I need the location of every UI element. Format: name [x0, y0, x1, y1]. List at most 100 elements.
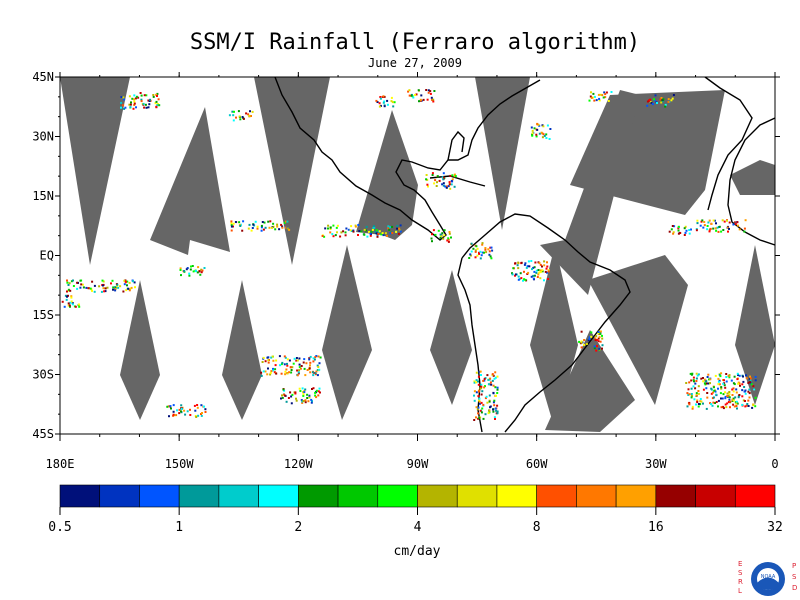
rain-pixel — [426, 98, 429, 101]
rain-pixel — [474, 250, 477, 253]
rain-pixel — [196, 406, 199, 409]
rain-pixel — [539, 277, 542, 280]
rain-pixel — [261, 361, 264, 363]
rain-pixel — [305, 362, 308, 365]
rain-pixel — [532, 277, 535, 280]
rain-pixel — [684, 225, 687, 228]
rain-pixel — [142, 102, 145, 105]
rain-pixel — [603, 91, 606, 94]
rain-pixel — [230, 225, 233, 228]
rain-pixel — [319, 391, 321, 394]
rain-pixel — [691, 407, 694, 410]
rain-pixel — [514, 273, 517, 276]
colorbar-tick-label: 16 — [648, 520, 664, 535]
rain-pixel — [701, 219, 704, 222]
rain-pixel — [539, 263, 542, 266]
rain-pixel — [702, 380, 705, 383]
rain-pixel — [315, 355, 318, 357]
rain-pixel — [288, 228, 291, 231]
rain-pixel — [491, 249, 494, 252]
rain-pixel — [485, 395, 488, 398]
rain-pixel — [172, 410, 175, 413]
rain-pixel — [129, 106, 132, 109]
rain-pixel — [379, 97, 382, 100]
rain-pixel — [124, 106, 127, 109]
rain-pixel — [79, 286, 82, 289]
rain-pixel — [275, 359, 278, 362]
rain-pixel — [514, 262, 517, 265]
rain-pixel — [312, 360, 315, 363]
rain-pixel — [313, 358, 316, 361]
rain-pixel — [688, 232, 691, 235]
rain-pixel — [271, 226, 273, 229]
rain-pixel — [737, 382, 740, 385]
rain-pixel — [488, 394, 491, 397]
rain-pixel — [269, 220, 272, 223]
rain-pixel — [667, 98, 670, 101]
rain-pixel — [489, 255, 492, 258]
rain-pixel — [661, 100, 664, 103]
rain-pixel — [538, 271, 541, 274]
rain-pixel — [705, 407, 708, 410]
rain-pixel — [368, 230, 370, 233]
rain-pixel — [695, 229, 698, 232]
cuba-coast — [429, 175, 486, 187]
rain-pixel — [203, 405, 205, 408]
rain-pixel — [699, 398, 702, 400]
rain-pixel — [366, 235, 369, 238]
rain-pixel — [369, 232, 372, 235]
rain-pixel — [199, 273, 202, 276]
rain-pixel — [746, 403, 749, 405]
rain-pixel — [393, 101, 396, 104]
rain-pixel — [179, 267, 182, 270]
swath — [120, 280, 160, 420]
rain-pixel — [433, 182, 436, 185]
rain-pixel — [115, 285, 118, 288]
rain-pixel — [382, 95, 385, 98]
rain-pixel — [520, 261, 523, 264]
rain-pixel — [298, 357, 301, 360]
rain-pixel — [449, 174, 452, 177]
rain-pixel — [490, 383, 493, 386]
rain-pixel — [601, 344, 604, 347]
rain-pixel — [514, 274, 516, 277]
rain-pixel — [117, 286, 120, 289]
rain-pixel — [410, 94, 413, 97]
rain-pixel — [129, 287, 132, 290]
rain-pixel — [302, 394, 305, 397]
rain-pixel — [517, 275, 520, 278]
rain-pixel — [104, 287, 107, 290]
rain-pixel — [297, 372, 300, 375]
rain-pixel — [197, 266, 200, 269]
rain-pixel — [496, 392, 499, 394]
rain-pixel — [186, 267, 189, 270]
colorbar-tick-label: 0.5 — [48, 520, 71, 535]
rain-pixel — [176, 409, 178, 412]
rain-pixel — [493, 377, 496, 380]
rain-pixel — [712, 401, 715, 404]
rain-pixel — [302, 400, 305, 402]
rain-pixel — [290, 395, 293, 398]
rain-pixel — [651, 103, 654, 106]
rain-pixel — [284, 370, 287, 373]
rain-pixel — [751, 406, 754, 409]
greenland-coast — [704, 76, 753, 211]
rain-pixel — [593, 347, 596, 350]
rain-pixel — [670, 99, 673, 102]
rain-pixel — [418, 100, 420, 103]
rain-pixel — [538, 262, 541, 265]
rain-pixel — [719, 375, 722, 378]
rain-pixel — [283, 221, 286, 224]
rain-pixel — [495, 409, 498, 412]
rain-pixel — [596, 345, 598, 348]
swath — [430, 270, 472, 405]
rain-pixel — [288, 359, 291, 362]
rain-pixel — [677, 227, 680, 230]
lat-label: 30S — [32, 368, 54, 382]
rain-pixel — [441, 183, 444, 186]
rain-pixel — [523, 270, 525, 273]
rain-pixel — [481, 251, 484, 254]
rain-pixel — [490, 246, 493, 249]
rain-pixel — [78, 305, 81, 308]
rain-pixel — [717, 405, 719, 408]
